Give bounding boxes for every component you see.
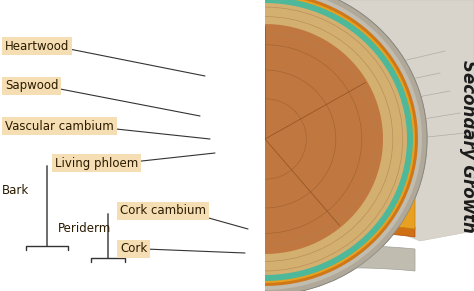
Text: Heartwood: Heartwood: [5, 40, 69, 52]
Polygon shape: [215, 123, 395, 159]
Ellipse shape: [147, 24, 383, 253]
Text: Cork cambium: Cork cambium: [120, 205, 206, 217]
Polygon shape: [265, 24, 383, 254]
Polygon shape: [0, 0, 265, 291]
Ellipse shape: [117, 0, 413, 281]
Text: Bark: Bark: [2, 184, 29, 198]
Text: Living phloem: Living phloem: [55, 157, 138, 169]
Polygon shape: [0, 0, 265, 291]
Text: Vascular cambium: Vascular cambium: [5, 120, 114, 132]
Polygon shape: [195, 82, 385, 151]
Polygon shape: [265, 0, 427, 291]
Polygon shape: [200, 127, 415, 188]
Polygon shape: [215, 246, 415, 283]
Ellipse shape: [115, 0, 415, 283]
Text: Periderm: Periderm: [58, 223, 111, 235]
Text: Cork: Cork: [120, 242, 147, 255]
Polygon shape: [0, 0, 265, 291]
Polygon shape: [265, 3, 407, 275]
Polygon shape: [0, 0, 265, 291]
Polygon shape: [265, 0, 345, 2]
Polygon shape: [205, 187, 415, 249]
Ellipse shape: [123, 3, 407, 275]
Polygon shape: [265, 2, 345, 271]
Text: Sapwood: Sapwood: [5, 79, 58, 93]
Text: Secondary Growth: Secondary Growth: [459, 60, 474, 233]
Ellipse shape: [112, 0, 418, 286]
Polygon shape: [330, 0, 474, 241]
Polygon shape: [265, 0, 415, 283]
Polygon shape: [265, 0, 413, 281]
Polygon shape: [265, 0, 422, 290]
Polygon shape: [210, 222, 415, 249]
Polygon shape: [265, 0, 418, 286]
Ellipse shape: [103, 0, 427, 291]
Ellipse shape: [108, 0, 422, 290]
